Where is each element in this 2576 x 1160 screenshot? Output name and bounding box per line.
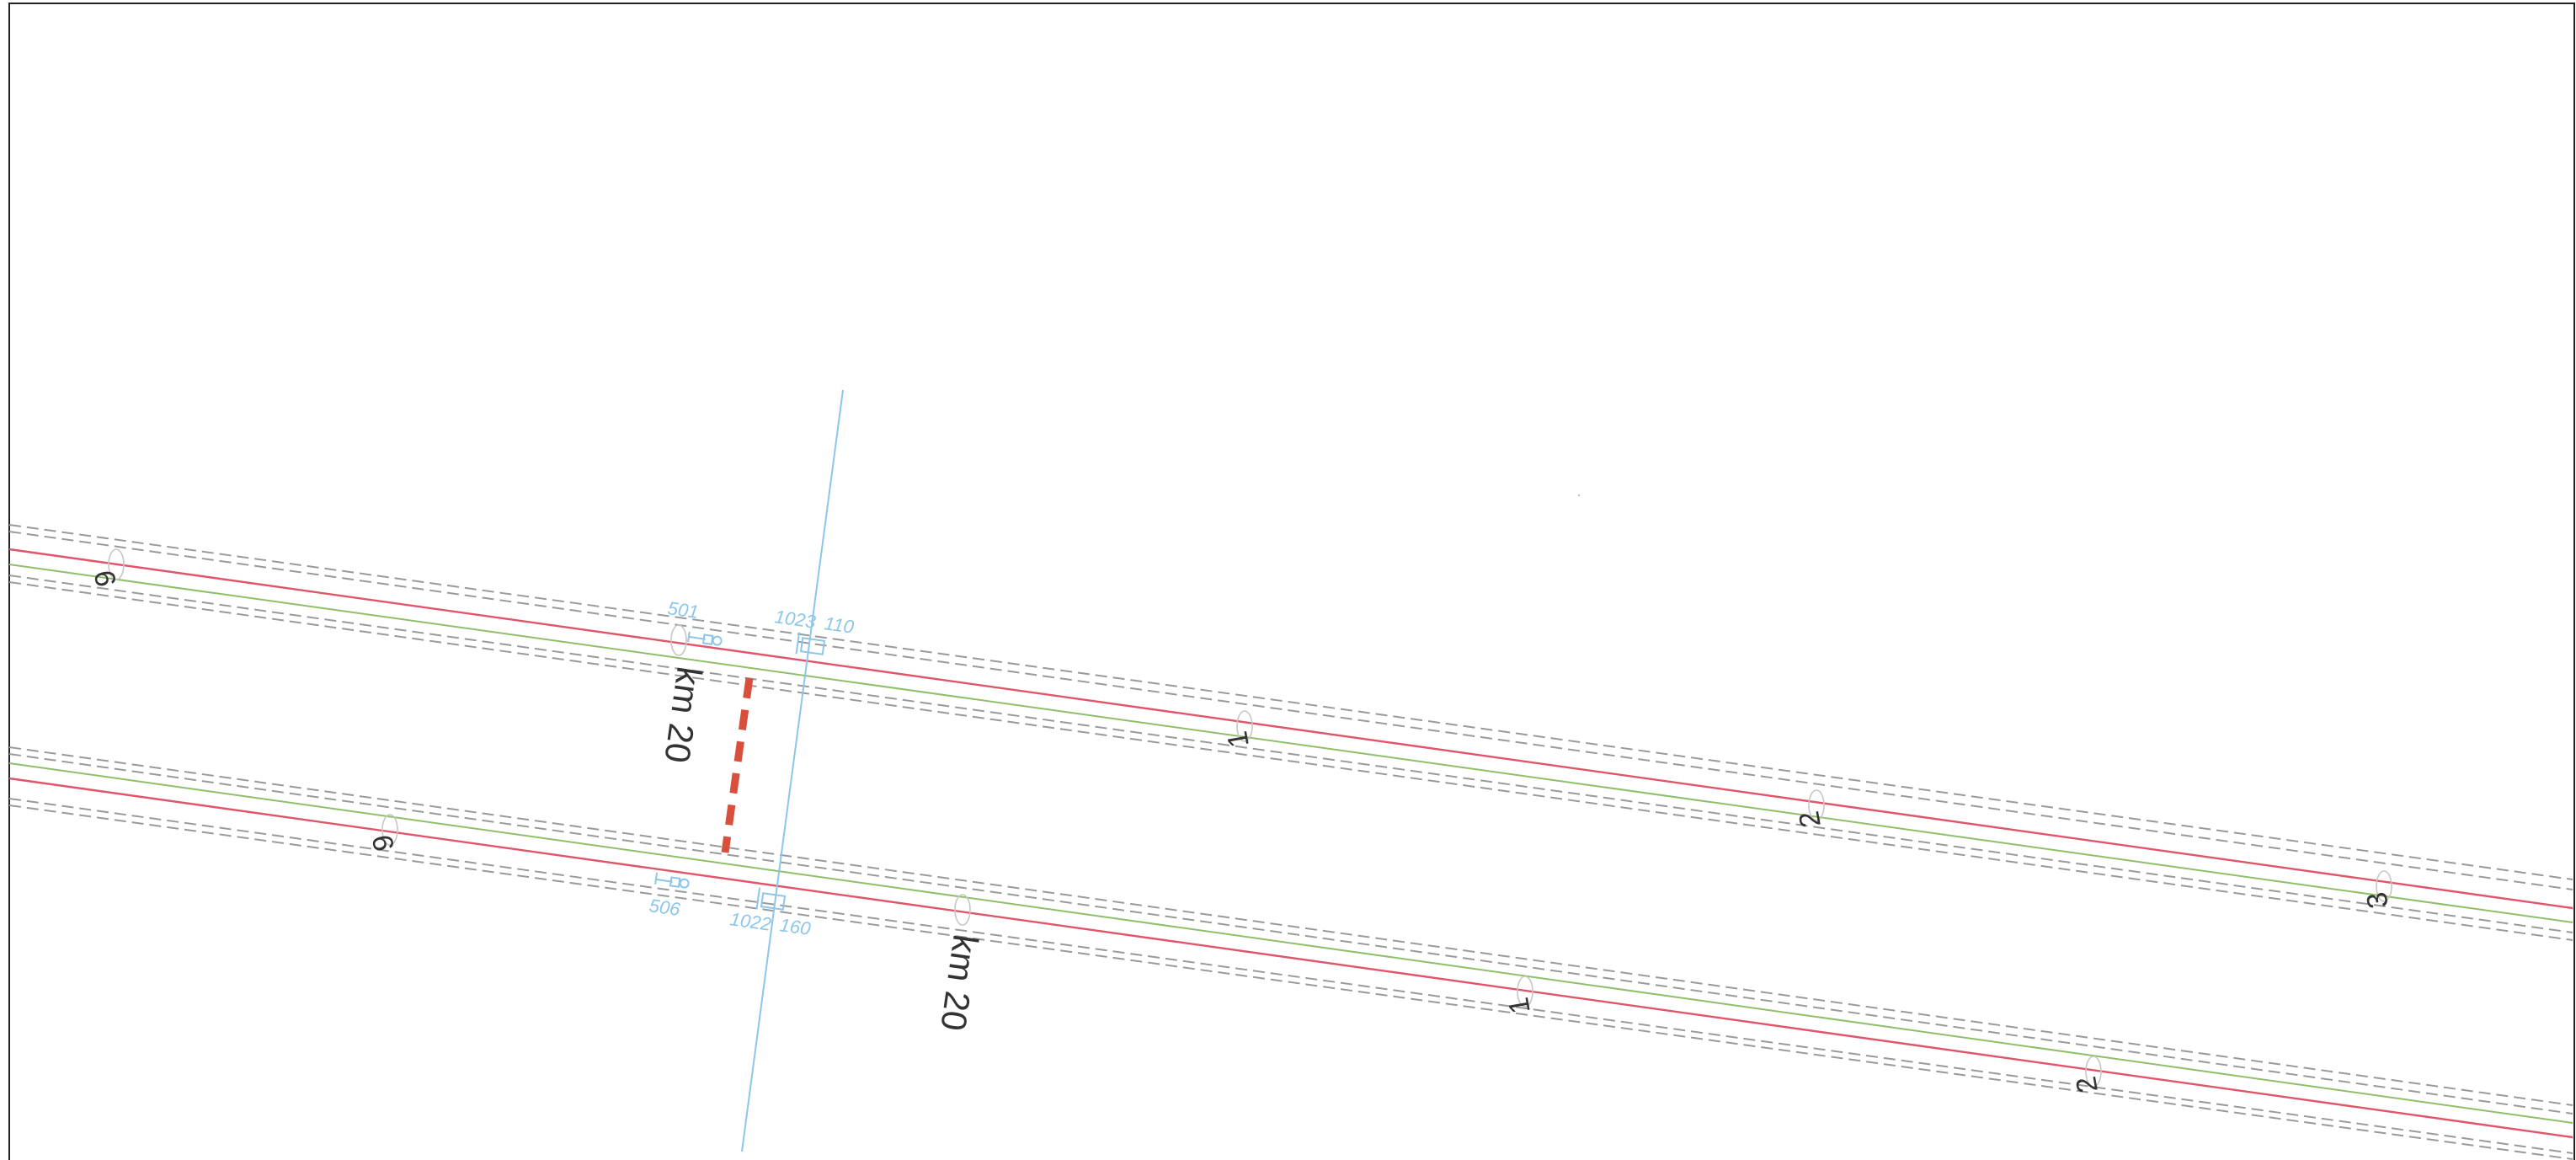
upper-rail-red	[8, 548, 2573, 910]
upper-signal-number: 501	[666, 597, 700, 623]
track-upper	[8, 524, 2573, 941]
upper-rail-green	[8, 564, 2573, 923]
lower-outer-edge-top	[8, 746, 2573, 1106]
upper-outer-edge-top-2	[8, 531, 2573, 890]
lower-rail-red	[8, 777, 2573, 1139]
drawing-frame	[8, 3, 2575, 1160]
speck	[1577, 494, 1581, 497]
lower-outer-edge-bottom-2	[8, 805, 2573, 1160]
km-label-upper: km 20	[657, 665, 709, 766]
lower-box-value: 160	[778, 914, 813, 939]
lower-outer-edge-bottom	[8, 798, 2573, 1154]
hm-label-lower-2: 2	[2070, 1074, 2104, 1095]
track-connection	[721, 677, 754, 853]
track-lower	[8, 746, 2573, 1160]
junction-box-icon	[755, 887, 787, 911]
lower-outer-edge-top-2	[8, 753, 2573, 1115]
upper-outer-edge-bottom	[8, 575, 2573, 933]
hectometer-marker-icon	[108, 548, 2392, 1088]
signal-icon	[687, 631, 723, 646]
upper-outer-edge-top	[8, 524, 2573, 880]
signal-icon	[654, 872, 690, 889]
lower-rail-green	[8, 762, 2573, 1124]
hm-label-lower-1: 1	[1502, 995, 1537, 1016]
crossing-cable	[741, 389, 844, 1152]
hm-label-upper-2: 2	[1793, 809, 1827, 830]
lower-box-number: 1022	[728, 908, 772, 935]
lower-signal-number: 506	[648, 895, 682, 920]
km-label-lower: km 20	[933, 933, 985, 1034]
junction-box-icon	[795, 632, 826, 655]
upper-box-value: 110	[823, 612, 856, 638]
hm-label-upper-1: 1	[1221, 729, 1256, 750]
upper-box-number: 1023	[773, 606, 818, 633]
hm-label-upper-9: 9	[88, 568, 123, 589]
hm-label-lower-9: 9	[366, 832, 401, 853]
upper-outer-edge-bottom-2	[8, 581, 2573, 941]
